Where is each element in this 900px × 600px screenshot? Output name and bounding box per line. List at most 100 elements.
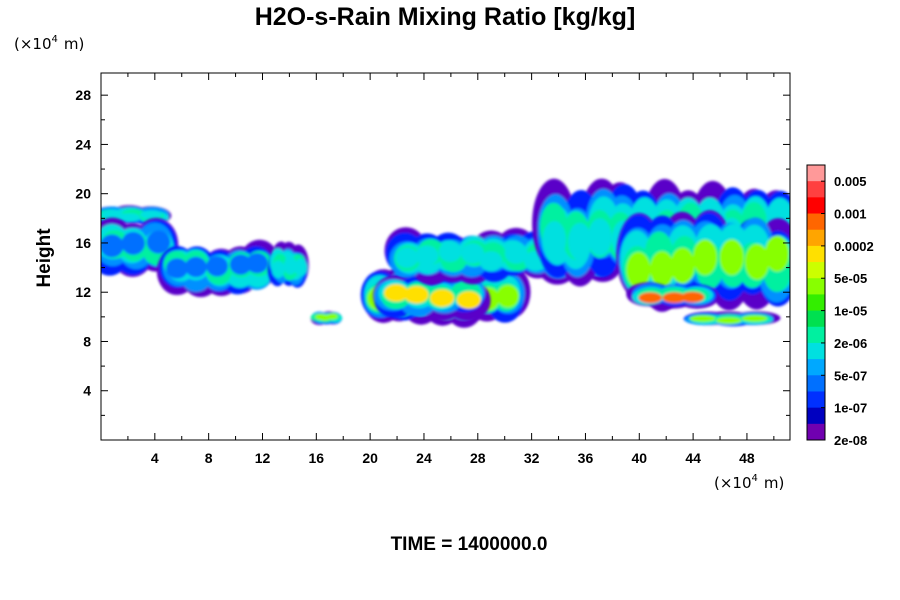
time-label: TIME = 1400000.0	[391, 534, 548, 555]
rain-blob	[118, 213, 141, 223]
rain-blob	[294, 258, 308, 277]
rain-blob	[692, 239, 718, 276]
rain-blob	[680, 291, 705, 303]
y-axis-unit: (×104 m)	[14, 34, 84, 53]
rain-cell	[267, 241, 309, 288]
rain-blob	[496, 284, 520, 308]
rain-blob	[283, 256, 297, 275]
colorbar-label: 2e-08	[834, 433, 867, 448]
rain-blob	[404, 285, 429, 304]
colorbar-band	[807, 165, 825, 182]
rain-blob	[744, 243, 770, 280]
rain-blob	[662, 292, 687, 304]
rain-blob	[479, 251, 503, 272]
y-tick-label: 4	[83, 383, 91, 399]
x-tick-label: 36	[578, 450, 594, 466]
colorbar-band	[807, 326, 825, 344]
y-axis: 4 8 12 16 20 24 28	[75, 87, 790, 416]
rain-blob	[229, 254, 252, 275]
rain-blob	[429, 289, 455, 307]
rain-field	[101, 178, 790, 328]
y-axis-label: Height	[34, 228, 55, 288]
rain-blob	[719, 239, 745, 276]
rain-blob	[638, 292, 663, 304]
rain-blob	[689, 315, 716, 322]
plot-frame	[100, 72, 791, 441]
rain-blob	[395, 247, 419, 268]
x-axis: 4 8 12 16 20 24 28 32 36 40 44 48	[127, 73, 775, 466]
rain-blob	[121, 231, 146, 255]
colorbar-label: 1e-07	[834, 401, 867, 416]
colorbar-band	[807, 181, 825, 198]
x-tick-label: 44	[685, 450, 701, 466]
colorbar-band	[807, 197, 825, 214]
colorbar-label: 5e-07	[834, 368, 867, 383]
colorbar-label: 0.001	[834, 207, 867, 222]
rain-blob	[415, 245, 439, 266]
rain-cell	[626, 282, 720, 309]
y-tick-label: 16	[75, 235, 91, 251]
rain-blob	[438, 241, 462, 262]
rain-cell	[373, 272, 491, 321]
colorbar-label: 0.0002	[834, 239, 874, 254]
colorbar-band	[807, 213, 825, 231]
chart-title: H2O-s-Rain Mixing Ratio [kg/kg]	[255, 3, 636, 31]
rain-blob	[649, 251, 675, 288]
rain-blob	[101, 234, 124, 258]
rain-blob	[741, 315, 768, 322]
colorbar-band	[807, 375, 825, 392]
rain-cell	[683, 311, 781, 327]
rain-blob	[716, 317, 742, 325]
x-tick-label: 48	[739, 450, 755, 466]
y-tick-label: 28	[75, 87, 91, 103]
colorbar-band	[807, 391, 825, 409]
x-tick-label: 12	[255, 450, 271, 466]
rain-blob	[326, 313, 338, 320]
rain-cell	[156, 239, 280, 298]
colorbar-band	[807, 294, 825, 311]
y-tick-label: 20	[75, 186, 91, 202]
rain-blob	[166, 258, 188, 279]
rain-blob	[626, 251, 651, 288]
rain-blob	[670, 247, 695, 284]
colorbar-frame	[806, 164, 826, 441]
x-tick-label: 4	[151, 450, 159, 466]
x-tick-label: 8	[205, 450, 213, 466]
x-tick-label: 40	[631, 450, 647, 466]
colorbar-band	[807, 278, 825, 295]
x-tick-label: 24	[416, 450, 432, 466]
colorbar-band	[807, 245, 825, 263]
x-axis-unit: (×104 m)	[714, 473, 784, 492]
colorbar-band	[807, 359, 825, 376]
colorbar-label: 1e-05	[834, 304, 867, 319]
x-tick-label: 32	[524, 450, 540, 466]
rain-blob	[383, 283, 409, 302]
y-tick-label: 8	[83, 333, 91, 349]
rain-blob	[461, 243, 484, 264]
colorbar-label: 0.005	[834, 174, 867, 189]
rain-blob	[246, 252, 269, 274]
rain-blob	[146, 230, 171, 254]
colorbar-label: 5e-05	[834, 271, 867, 286]
rain-blob	[568, 222, 592, 261]
colorbar-band	[807, 423, 825, 441]
y-tick-label: 12	[75, 284, 91, 300]
rain-blob	[271, 260, 285, 279]
rain-blob	[542, 221, 567, 259]
x-tick-label: 20	[362, 450, 378, 466]
rain-blob	[185, 256, 207, 278]
colorbar-label: 2e-06	[834, 336, 867, 351]
x-tick-label: 16	[309, 450, 325, 466]
rain-blob	[101, 210, 124, 220]
colorbar-band	[807, 229, 825, 247]
colorbar-band	[807, 310, 825, 328]
colorbar-band	[807, 262, 825, 279]
rain-blob	[764, 235, 790, 272]
rain-cell	[310, 311, 343, 325]
colorbar-band	[807, 342, 825, 360]
y-tick-label: 24	[75, 136, 91, 152]
rain-blob	[504, 243, 528, 264]
colorbar-band	[807, 407, 825, 425]
rain-blob	[140, 210, 163, 220]
